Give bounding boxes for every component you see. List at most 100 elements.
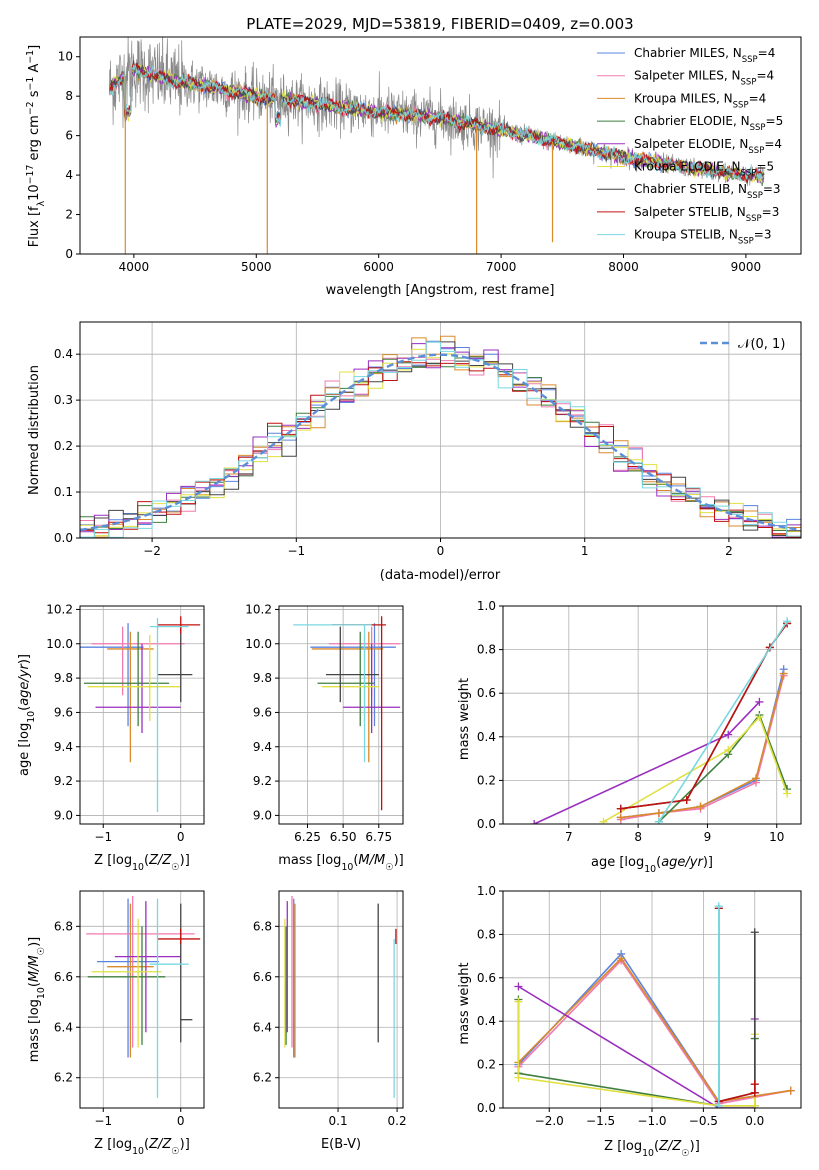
label-part: )] <box>180 1137 190 1152</box>
label-part: mass [log <box>27 999 42 1062</box>
y-tick-label: 0.8 <box>477 643 496 657</box>
legend-sub: SSP <box>741 169 757 179</box>
x-tick-label: −1.5 <box>586 1114 615 1128</box>
label-part: ] <box>27 45 42 50</box>
x-axis-label: age [log10(age/yr)] <box>591 855 713 875</box>
y-axis-label: age [log10(age/yr)] <box>17 654 37 776</box>
legend-sub: SSP <box>741 78 757 88</box>
errorbar-kroupa-elodie <box>91 918 162 1048</box>
series-salpeter-miles <box>616 671 788 824</box>
errorbar-kroupa-stelib <box>149 618 189 812</box>
series-salpeter-elodie <box>530 697 764 824</box>
x-tick-label: 0.2 <box>388 1114 407 1128</box>
y-tick-label: 9.4 <box>54 740 73 754</box>
label-part: −1 <box>25 50 36 64</box>
y-tick-label: 0.6 <box>477 971 496 985</box>
legend-label-salpeter-stelib: Salpeter STELIB, NSSP=3 <box>634 205 779 224</box>
legend-label-salpeter-miles: Salpeter MILES, NSSP=4 <box>634 69 774 88</box>
label-part: )] <box>703 855 713 870</box>
x-axis-label: wavelength [Angstrom, rest frame] <box>326 283 555 298</box>
y-tick-label: 9.4 <box>253 740 272 754</box>
y-tick-label: 0.0 <box>54 531 73 545</box>
label-part: 10 <box>26 711 37 723</box>
x-axis-label: (data-model)/error <box>380 568 501 583</box>
x-tick-label: 7 <box>565 830 573 844</box>
chart-mass_vs_ebv: 0.1 0.2 6.2 6.4 6.6 6.8 E(B-V) <box>253 890 407 1152</box>
label-part: Z [log <box>94 1137 132 1152</box>
y-tick-label: 9.2 <box>253 774 272 788</box>
label-part: )] <box>27 937 42 947</box>
series-line <box>620 622 788 810</box>
x-tick-label: 6.25 <box>294 830 321 844</box>
x-tick-label: −1 <box>287 544 305 558</box>
x-tick-label: 6.75 <box>365 830 392 844</box>
legend-sub: SSP <box>733 100 749 110</box>
x-tick-label: 10 <box>769 830 784 844</box>
x-tick-label: 0.1 <box>329 1114 348 1128</box>
label-part: E(B-V) <box>321 1137 361 1152</box>
plot-area <box>86 896 201 1098</box>
point-marker <box>682 796 691 805</box>
point-marker <box>514 997 523 1006</box>
axes-frame <box>79 36 802 255</box>
label-part: ( <box>654 1139 659 1154</box>
errorbar-kroupa-stelib <box>293 624 372 763</box>
normal-curve <box>80 353 801 532</box>
y-axis-label: mass weight <box>457 962 472 1044</box>
point-marker <box>514 1073 523 1082</box>
x-tick-label: 4000 <box>119 260 150 274</box>
x-axis-label: Z [log10(Z/Z☉)] <box>94 1137 190 1157</box>
point-marker <box>750 1080 759 1089</box>
x-tick-label: 9000 <box>731 260 762 274</box>
label-part: age [log <box>17 723 32 776</box>
point-marker <box>724 745 733 754</box>
legend-name: Salpeter STELIB, N <box>634 205 746 219</box>
point-marker <box>514 982 523 991</box>
series-kroupa-stelib <box>714 902 723 1108</box>
errorbar-chabrier-elodie <box>87 926 166 1045</box>
point-marker <box>755 713 764 722</box>
label-part: ☉ <box>681 1148 689 1159</box>
series-chabrier-elodie <box>514 995 759 1108</box>
chart-age_vs_Z: −1 09.09.29.49.69.810.010.2Z [log10(Z/Z☉)… <box>17 602 205 873</box>
plot-area <box>293 616 401 811</box>
y-tick-label: 9.6 <box>54 705 73 719</box>
label-part: 10 <box>341 862 353 873</box>
x-tick-label: 8000 <box>608 260 639 274</box>
y-tick-label: 0.3 <box>54 393 73 407</box>
x-tick-label: 0.0 <box>745 1114 764 1128</box>
errorbar-kroupa-miles <box>311 631 384 763</box>
x-axis-label: Z [log10(Z/Z☉)] <box>604 1139 700 1159</box>
series-salpeter-miles <box>514 956 795 1108</box>
errorbar-chabrier-stelib <box>180 903 193 1043</box>
errorbar-kroupa-stelib <box>149 898 189 1098</box>
y-tick-label: 0.4 <box>477 730 496 744</box>
legend-name: Salpeter MILES, N <box>634 69 741 83</box>
legend-name: Chabrier STELIB, N <box>634 182 747 196</box>
plot-area <box>514 902 795 1108</box>
errorbar-salpeter-elodie <box>343 643 401 734</box>
label-part: 10 <box>132 1146 144 1157</box>
x-tick-label: −1 <box>94 830 112 844</box>
point-marker <box>617 954 626 963</box>
chart-spectrum: 4000 5000 6000 7000 8000 9000 0 2 4 6 8 10 wavelengt… <box>25 36 802 298</box>
y-tick-label: 0.6 <box>477 686 496 700</box>
legend-sub: SSP <box>750 123 766 133</box>
y-tick-label: 6.4 <box>253 1020 272 1034</box>
label-part: A <box>27 64 42 77</box>
label-part: ( <box>144 853 149 868</box>
y-tick-label: 10 <box>58 50 73 64</box>
errorbar-salpeter-stelib <box>157 928 201 944</box>
label-part: ☉ <box>385 862 393 873</box>
point-marker <box>696 802 705 811</box>
point-marker <box>783 617 792 626</box>
x-tick-label: −2.0 <box>535 1114 564 1128</box>
x-tick-label: 9 <box>704 830 712 844</box>
point-marker <box>654 817 663 824</box>
point-marker <box>755 697 764 706</box>
label-part: λ <box>36 200 47 206</box>
legend-sub: SSP <box>747 191 763 201</box>
x-tick-label: 8 <box>634 830 642 844</box>
label-part: mass [log <box>278 853 341 868</box>
